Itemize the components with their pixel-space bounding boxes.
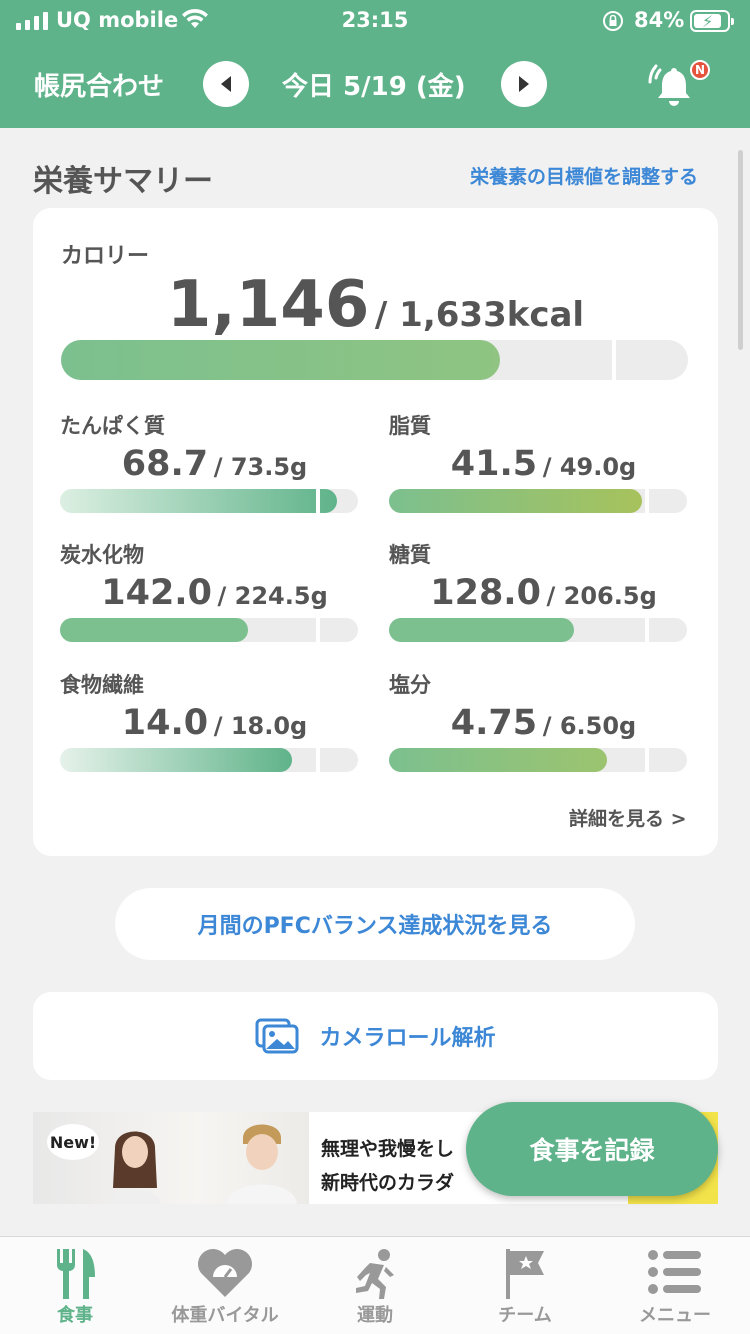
see-details-link[interactable]: 詳細を見る > (569, 808, 687, 830)
nutrient-target: / 6.50g (542, 712, 637, 740)
calorie-values: 1,146 / 1,633kcal (33, 268, 718, 342)
calorie-target: / 1,633kcal (374, 295, 585, 335)
nutrient-progress-fill (389, 748, 607, 772)
tab-label: チーム (498, 1305, 552, 1326)
tab-label: 運動 (357, 1305, 393, 1326)
nutrient-progress-bar (389, 748, 687, 772)
fork-knife-icon (57, 1249, 95, 1299)
nutrient-progress-bar (60, 618, 358, 642)
nutrient-label: たんぱく質 (60, 414, 165, 438)
tab-meal[interactable]: 食事 (0, 1237, 150, 1334)
current-date: 今日 5/19 (金) (282, 72, 466, 102)
nutrient-values: 68.7 / 73.5g (60, 444, 369, 484)
status-bar: UQ mobile 23:15 84% ⚡ (0, 0, 750, 42)
flag-icon (506, 1249, 544, 1299)
woman-photo-icon (109, 1131, 161, 1204)
camera-roll-analysis-button[interactable]: カメラロール解析 (33, 992, 718, 1080)
tab-label: 体重バイタル (171, 1305, 279, 1326)
new-badge: New! (47, 1124, 99, 1160)
nutrient-progress-fill (389, 489, 643, 513)
nutrient-progress-fill (60, 748, 293, 772)
banner-line-1: 無理や我慢をし (321, 1138, 455, 1160)
nutrient-label: 炭水化物 (60, 543, 144, 567)
calorie-label: カロリー (61, 244, 150, 269)
photo-gallery-icon (255, 1018, 299, 1054)
nutrient-value: 4.75 (450, 703, 538, 743)
nutrient-target: / 206.5g (546, 582, 657, 610)
nutrient-progress-fill (60, 489, 338, 513)
nutrient-values: 41.5 / 49.0g (389, 444, 698, 484)
prev-day-button[interactable] (203, 61, 249, 107)
record-meal-button[interactable]: 食事を記録 (466, 1102, 718, 1196)
calorie-value: 1,146 (166, 268, 370, 342)
nutrient-target: / 18.0g (213, 712, 308, 740)
tab-label: メニュー (639, 1305, 711, 1326)
nutrient-value: 41.5 (450, 444, 538, 484)
nutrient-value: 68.7 (121, 444, 209, 484)
status-time: 23:15 (341, 8, 409, 32)
tab-exercise[interactable]: 運動 (300, 1237, 450, 1334)
banner-line-2: 新時代のカラダ (321, 1172, 455, 1194)
nutrient-values: 4.75 / 6.50g (389, 703, 698, 743)
nutrient-label: 塩分 (389, 673, 431, 697)
nutrient-values: 142.0 / 224.5g (60, 573, 369, 613)
nutrient-target: / 224.5g (217, 582, 328, 610)
battery-charging-icon: ⚡ (690, 10, 734, 32)
header-title[interactable]: 帳尻合わせ (34, 72, 165, 102)
nutrient-progress-bar (60, 748, 358, 772)
heart-scale-icon (198, 1249, 252, 1297)
nutrient-target: / 49.0g (542, 453, 637, 481)
pfc-balance-button[interactable]: 月間のPFCバランス達成状況を見る (115, 888, 635, 960)
menu-list-icon (648, 1250, 701, 1294)
nutrient-label: 食物繊維 (60, 673, 144, 697)
nutrition-summary-card: カロリー 1,146 / 1,633kcal たんぱく質 68.7 / 73.5g… (33, 208, 718, 856)
nutrient-value: 14.0 (121, 703, 209, 743)
nutrient-target: / 73.5g (213, 453, 308, 481)
carrier-name: UQ mobile (56, 8, 179, 32)
nutrient-label: 脂質 (389, 414, 431, 438)
man-photo-icon (227, 1124, 297, 1204)
nutrient-progress-bar (60, 489, 358, 513)
app-header: UQ mobile 23:15 84% ⚡ 帳尻合わせ 今日 5/19 (金) … (0, 0, 750, 128)
triangle-left-icon (221, 76, 231, 92)
nutrient-progress-bar (389, 489, 687, 513)
calorie-progress-bar (61, 340, 688, 380)
nutrient-progress-fill (389, 618, 574, 642)
calorie-progress-fill (61, 340, 500, 380)
nutrient-label: 糖質 (389, 543, 431, 567)
signal-icon (16, 12, 48, 30)
tab-bar: 食事 体重バイタル 運動 チーム メニュー (0, 1236, 750, 1334)
notification-bell-icon[interactable] (648, 60, 700, 110)
adjust-targets-link[interactable]: 栄養素の目標値を調整する (470, 166, 699, 188)
battery-percent: 84% (634, 8, 685, 32)
nutrient-value: 128.0 (430, 573, 541, 613)
nutrient-progress-fill (60, 618, 248, 642)
scrollbar[interactable] (738, 150, 743, 350)
tab-weight-vital[interactable]: 体重バイタル (150, 1237, 300, 1334)
notification-badge: N (690, 60, 710, 80)
nutrient-progress-bar (389, 618, 687, 642)
nutrient-values: 14.0 / 18.0g (60, 703, 369, 743)
tab-team[interactable]: チーム (450, 1237, 600, 1334)
tab-label: 食事 (57, 1305, 93, 1326)
camera-roll-label: カメラロール解析 (319, 1026, 496, 1051)
section-title: 栄養サマリー (33, 164, 213, 199)
triangle-right-icon (519, 76, 529, 92)
nutrient-values: 128.0 / 206.5g (389, 573, 698, 613)
wifi-icon (182, 8, 208, 28)
tab-menu[interactable]: メニュー (600, 1237, 750, 1334)
next-day-button[interactable] (501, 61, 547, 107)
nutrient-value: 142.0 (101, 573, 212, 613)
running-icon (356, 1249, 394, 1299)
rotation-lock-icon (603, 11, 623, 31)
